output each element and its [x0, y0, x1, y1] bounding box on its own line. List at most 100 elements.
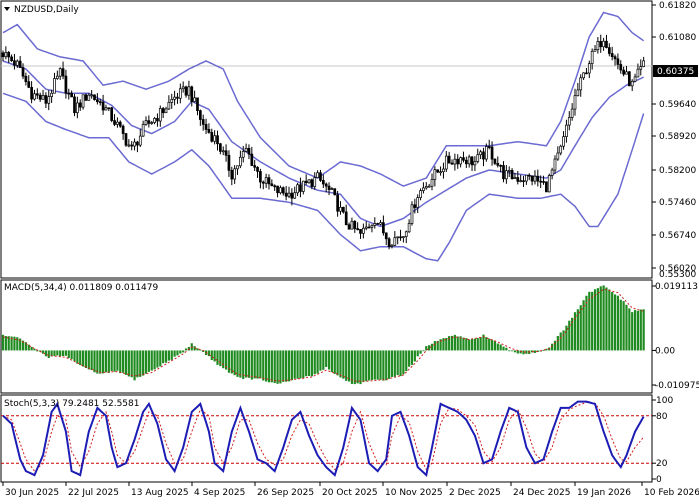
macd-histogram-bar: [522, 350, 525, 355]
candle-body: [562, 136, 565, 147]
macd-histogram-bar: [30, 346, 33, 351]
candle-body: [499, 164, 502, 167]
macd-histogram-bar: [170, 350, 173, 360]
macd-histogram-bar: [93, 350, 96, 373]
macd-histogram-bar: [76, 350, 79, 364]
macd-histogram-bar: [388, 350, 391, 379]
candle-body: [35, 93, 39, 96]
candle-body: [196, 97, 199, 111]
macd-histogram-bar: [633, 309, 637, 351]
price-panel-frame: [0, 0, 653, 279]
candle-body: [296, 184, 299, 194]
macd-histogram-bar: [625, 304, 628, 351]
time-axis-label: 20 Oct 2025: [322, 488, 378, 498]
macd-histogram-bar: [81, 350, 85, 367]
macd-histogram-bar: [159, 350, 162, 367]
macd-histogram-bar: [44, 350, 47, 357]
macd-histogram-bar: [307, 350, 311, 376]
macd-histogram-bar: [462, 337, 465, 351]
stoch-panel-frame: [0, 394, 653, 483]
candle-body: [130, 144, 134, 147]
macd-histogram-bar: [107, 350, 110, 373]
candle-body: [419, 190, 422, 199]
macd-histogram-bar: [562, 330, 565, 351]
macd-histogram-bar: [510, 350, 514, 352]
macd-histogram-bar: [16, 337, 19, 351]
macd-histogram-bar: [545, 348, 548, 351]
candle-body: [313, 177, 317, 187]
candle-body: [147, 120, 151, 124]
macd-histogram-bar: [182, 350, 185, 353]
macd-histogram-bar: [113, 350, 116, 372]
candle-body: [596, 41, 600, 50]
macd-histogram-bar: [436, 340, 439, 351]
macd-histogram-bar: [628, 308, 631, 351]
macd-histogram-bar: [7, 336, 10, 351]
candle-body: [333, 188, 337, 196]
candle-body: [602, 40, 605, 48]
candle-body: [150, 122, 154, 124]
candle-body: [456, 158, 460, 165]
macd-histogram-bar: [41, 350, 45, 354]
macd-histogram-bar: [59, 350, 62, 357]
triangle-down-icon[interactable]: [4, 7, 10, 11]
macd-histogram-bar: [565, 325, 568, 351]
macd-histogram-bar: [493, 341, 497, 351]
macd-histogram-bar: [373, 350, 376, 380]
candle-body: [424, 186, 428, 189]
macd-histogram-bar: [233, 350, 236, 376]
candle-body: [61, 68, 65, 77]
candle-body: [158, 108, 162, 122]
macd-histogram-bar: [588, 291, 591, 351]
candle-body: [210, 132, 214, 142]
macd-histogram-bar: [593, 289, 597, 351]
macd-histogram-bar: [379, 350, 382, 380]
macd-histogram-bar: [439, 339, 442, 351]
candle-body: [559, 145, 563, 154]
macd-histogram-bar: [456, 336, 459, 351]
candle-body: [270, 183, 274, 187]
candle-body: [301, 180, 305, 192]
macd-histogram-bar: [305, 350, 308, 377]
candle-body: [241, 151, 245, 158]
macd-histogram-bar: [21, 340, 25, 351]
macd-histogram-bar: [488, 338, 491, 351]
candle-body: [316, 172, 319, 178]
time-axis-label: 26 Sep 2025: [257, 488, 314, 498]
macd-histogram-bar: [267, 350, 271, 383]
macd-indicator: [1, 285, 645, 385]
stochastic-indicator: [1, 400, 652, 478]
macd-histogram-bar: [613, 294, 617, 351]
candle-body: [384, 232, 388, 240]
candle-body: [459, 157, 462, 165]
candle-body: [244, 147, 248, 152]
macd-histogram-bar: [502, 346, 505, 351]
candle-body: [522, 180, 525, 183]
candle-body: [90, 94, 94, 97]
macd-histogram-bar: [136, 350, 139, 378]
macd-histogram-bar: [216, 350, 219, 365]
candle-body: [310, 179, 314, 187]
macd-histogram-bar: [259, 350, 262, 379]
candle-body: [116, 121, 119, 125]
candle-body: [530, 175, 534, 182]
macd-histogram-bar: [396, 350, 399, 376]
candle-body: [433, 169, 437, 180]
macd-histogram-bar: [385, 350, 388, 381]
macd-histogram-bar: [1, 334, 5, 351]
candle-body: [167, 101, 171, 110]
candle-body: [73, 96, 76, 114]
candle-body: [350, 220, 354, 230]
macd-histogram-bar: [579, 305, 582, 351]
candle-body: [18, 60, 22, 68]
time-axis-label: 13 Aug 2025: [131, 488, 189, 498]
macd-histogram-bar: [370, 350, 374, 380]
macd-histogram-bar: [573, 312, 577, 351]
candle-body: [396, 236, 400, 239]
candle-body: [496, 163, 500, 166]
candle-body: [490, 146, 494, 160]
macd-histogram-bar: [496, 343, 499, 351]
macd-histogram-bar: [376, 350, 379, 380]
